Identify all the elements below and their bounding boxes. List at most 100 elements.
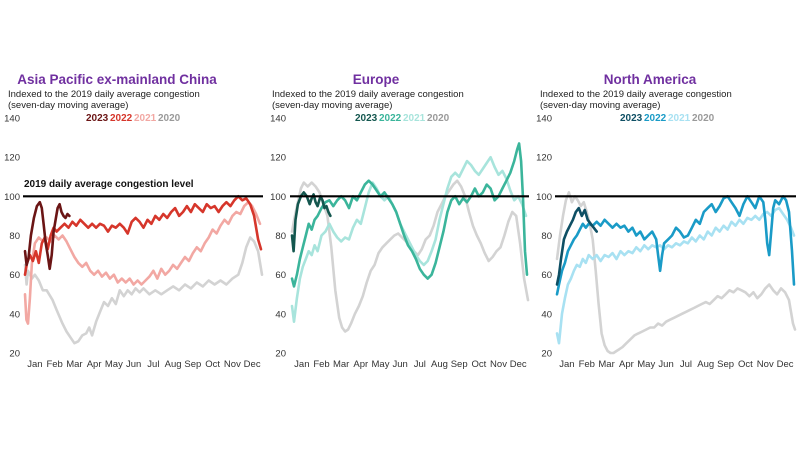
- legend: 2023 2022 2021 2020: [86, 113, 181, 124]
- x-tick-label: Jun: [658, 359, 673, 370]
- y-tick-label: 100: [536, 192, 552, 203]
- y-tick-label: 20: [9, 349, 20, 360]
- panel-title: Europe: [353, 72, 400, 87]
- y-tick-label: 80: [275, 231, 286, 242]
- legend-2020: 2020: [427, 113, 450, 124]
- legend: 2023 2022 2021 2020: [355, 113, 450, 124]
- x-tick-label: Dec: [244, 359, 261, 370]
- x-tick-label: Oct: [738, 359, 753, 370]
- reference-line-label: 2019 daily average congestion level: [24, 179, 194, 190]
- legend: 2023 2022 2021 2020: [620, 113, 715, 124]
- x-tick-label: Dec: [777, 359, 794, 370]
- panel-europe: Europe Indexed to the 2019 daily average…: [270, 72, 530, 371]
- legend-2022: 2022: [110, 113, 133, 124]
- legend-2022: 2022: [644, 113, 667, 124]
- legend-2021: 2021: [134, 113, 157, 124]
- x-tick-label: Mar: [66, 359, 82, 370]
- y-tick-label: 20: [541, 349, 552, 360]
- y-tick-label: 100: [270, 192, 286, 203]
- x-tick-label: Feb: [579, 359, 595, 370]
- x-tick-label: Jan: [27, 359, 42, 370]
- y-tick-label: 60: [275, 270, 286, 281]
- y-tick-label: 80: [541, 231, 552, 242]
- axes: 20 40 60 80 100 120 140 Jan Feb Mar Apr May Jun Jul Au…: [270, 114, 527, 371]
- x-tick-label: Apr: [353, 359, 368, 370]
- legend-2021: 2021: [403, 113, 426, 124]
- y-tick-label: 120: [536, 153, 552, 164]
- x-tick-label: Mar: [333, 359, 349, 370]
- legend-2020: 2020: [692, 113, 715, 124]
- y-tick-label: 140: [536, 114, 552, 125]
- legend-2021: 2021: [668, 113, 691, 124]
- axes: 20 40 60 80 100 120 140 Jan Feb Mar Apr May Jun Jul Au…: [4, 114, 261, 371]
- y-axis-title-line-2: (seven-day moving average): [540, 100, 660, 111]
- x-tick-label: Jan: [559, 359, 574, 370]
- legend-2023: 2023: [355, 113, 378, 124]
- y-tick-label: 40: [541, 309, 552, 320]
- x-tick-label: Jan: [294, 359, 309, 370]
- x-tick-label: Feb: [46, 359, 62, 370]
- series-line-2021: [555, 206, 796, 345]
- legend-2023: 2023: [86, 113, 109, 124]
- x-tick-label: May: [372, 359, 390, 370]
- x-tick-label: Apr: [87, 359, 102, 370]
- series-line-2021: [290, 155, 528, 323]
- y-axis-title-line-2: (seven-day moving average): [8, 100, 128, 111]
- y-tick-label: 120: [4, 153, 20, 164]
- y-axis-title-line-1: Indexed to the 2019 daily average conges…: [8, 89, 200, 100]
- x-tick-label: Jul: [414, 359, 426, 370]
- x-tick-label: Apr: [619, 359, 634, 370]
- legend-2022: 2022: [379, 113, 402, 124]
- x-tick-label: Dec: [510, 359, 527, 370]
- x-tick-label: Jun: [126, 359, 141, 370]
- x-tick-label: Jun: [393, 359, 408, 370]
- y-tick-label: 60: [9, 270, 20, 281]
- series-line-2020: [23, 236, 264, 345]
- series-line-2023: [555, 206, 598, 286]
- legend-2023: 2023: [620, 113, 643, 124]
- x-tick-label: Oct: [471, 359, 486, 370]
- y-axis-title-line-2: (seven-day moving average): [272, 100, 392, 111]
- y-tick-label: 40: [9, 309, 20, 320]
- plot-area: [290, 142, 530, 333]
- x-tick-label: Aug: [431, 359, 448, 370]
- x-tick-label: May: [637, 359, 655, 370]
- x-tick-label: Nov: [490, 359, 507, 370]
- x-tick-label: Jul: [680, 359, 692, 370]
- x-tick-label: Aug: [697, 359, 714, 370]
- series-line-2021: [23, 200, 262, 325]
- series-line-2020: [290, 179, 530, 333]
- x-tick-label: Jul: [147, 359, 159, 370]
- series-line-2023: [23, 200, 71, 271]
- x-tick-label: May: [105, 359, 123, 370]
- x-tick-label: Feb: [313, 359, 329, 370]
- y-tick-label: 80: [9, 231, 20, 242]
- series-line-2020: [555, 191, 797, 355]
- panel-north-america: North America Indexed to the 2019 daily …: [536, 72, 797, 371]
- x-tick-label: Sep: [717, 359, 734, 370]
- panel-asia-pacific: Asia Pacific ex-mainland China Indexed t…: [4, 72, 264, 371]
- x-tick-label: Aug: [165, 359, 182, 370]
- y-tick-label: 100: [4, 192, 20, 203]
- x-tick-label: Nov: [224, 359, 241, 370]
- series-line-2022: [290, 142, 529, 288]
- y-tick-label: 120: [270, 153, 286, 164]
- y-tick-label: 140: [270, 114, 286, 125]
- panel-title: Asia Pacific ex-mainland China: [17, 72, 217, 87]
- panel-title: North America: [604, 72, 697, 87]
- y-tick-label: 60: [541, 270, 552, 281]
- x-tick-label: Sep: [451, 359, 468, 370]
- y-axis-title-line-1: Indexed to the 2019 daily average conges…: [272, 89, 464, 100]
- plot-area: [555, 191, 797, 355]
- y-tick-label: 40: [275, 309, 286, 320]
- x-tick-label: Nov: [757, 359, 774, 370]
- y-axis-title-line-1: Indexed to the 2019 daily average conges…: [540, 89, 732, 100]
- y-tick-label: 140: [4, 114, 20, 125]
- legend-2020: 2020: [158, 113, 181, 124]
- x-tick-label: Oct: [205, 359, 220, 370]
- y-tick-label: 20: [275, 349, 286, 360]
- plot-area: [23, 195, 264, 345]
- x-tick-label: Sep: [184, 359, 201, 370]
